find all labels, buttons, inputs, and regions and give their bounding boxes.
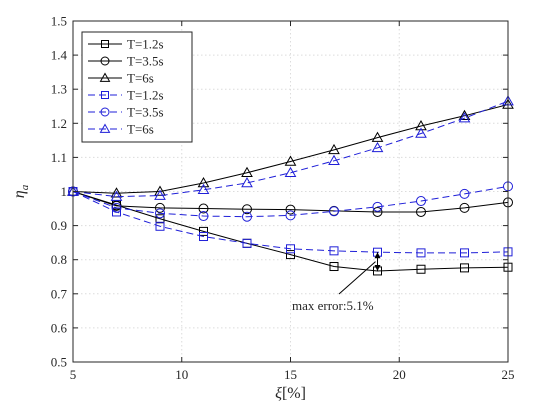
data-point-triangle bbox=[110, 190, 123, 201]
annotation-pointer bbox=[338, 261, 376, 295]
annotation-layer: max error:5.1% bbox=[292, 252, 381, 313]
x-tick-label: 20 bbox=[393, 367, 406, 382]
x-tick-label: 5 bbox=[70, 367, 77, 382]
data-point-circle bbox=[242, 204, 252, 215]
y-tick-label: 0.6 bbox=[51, 320, 68, 335]
data-point-triangle bbox=[284, 155, 297, 166]
series-line bbox=[72, 191, 509, 272]
arrowhead-down bbox=[374, 264, 381, 271]
legend-entry: T=6s bbox=[88, 122, 154, 137]
data-point-triangle bbox=[99, 72, 111, 82]
legend-entry: T=3.5s bbox=[88, 105, 164, 120]
data-point-circle bbox=[155, 208, 165, 219]
data-point-triangle bbox=[241, 166, 253, 177]
legend-box bbox=[81, 31, 193, 143]
data-point-square bbox=[416, 248, 426, 258]
series-t-1-2s-dashed bbox=[68, 187, 513, 258]
data-point-triangle bbox=[154, 185, 166, 196]
data-point-circle bbox=[198, 211, 209, 222]
data-point-triangle bbox=[371, 131, 384, 142]
y-tick-label: 1.1 bbox=[51, 150, 67, 165]
x-axis-title: ξ[%] bbox=[275, 385, 306, 402]
y-tick-label: 1 bbox=[61, 184, 68, 199]
x-tick-label: 10 bbox=[175, 367, 188, 382]
y-tick-label: 1.5 bbox=[51, 14, 67, 29]
data-point-triangle bbox=[371, 141, 384, 153]
data-point-square bbox=[101, 40, 109, 48]
series-line bbox=[72, 100, 509, 198]
data-point-triangle bbox=[328, 154, 340, 166]
arrowhead-up bbox=[374, 252, 381, 259]
y-tick-label: 1.3 bbox=[51, 82, 67, 97]
y-tick-label: 0.5 bbox=[51, 355, 67, 370]
series-line bbox=[72, 191, 509, 213]
data-point-triangle bbox=[415, 120, 427, 131]
data-point-circle bbox=[100, 56, 110, 66]
y-axis-title: ηa bbox=[11, 184, 31, 198]
y-tick-label: 1.2 bbox=[51, 116, 67, 131]
legend: T=1.2s T=3.5s T=6s T=1.2s T=3.5s T=6s bbox=[81, 31, 193, 143]
y-tick-label: 1.4 bbox=[51, 48, 68, 63]
series-line bbox=[72, 185, 509, 218]
data-point-circle bbox=[459, 188, 470, 199]
data-point-circle bbox=[459, 202, 470, 213]
data-point-circle bbox=[372, 201, 383, 212]
data-point-square bbox=[101, 91, 109, 99]
data-point-square bbox=[242, 238, 252, 248]
data-point-triangle bbox=[99, 123, 111, 133]
data-point-circle bbox=[155, 202, 165, 213]
data-point-triangle bbox=[328, 143, 340, 155]
data-point-square bbox=[329, 262, 339, 272]
data-point-circle bbox=[100, 107, 110, 117]
legend-label: T=1.2s bbox=[127, 37, 164, 52]
data-point-circle bbox=[285, 210, 296, 221]
y-tick-label: 0.8 bbox=[51, 252, 67, 267]
legend-label: T=3.5s bbox=[127, 105, 164, 120]
data-point-circle bbox=[242, 211, 252, 222]
data-point-circle bbox=[329, 206, 339, 217]
legend-label: T=3.5s bbox=[127, 54, 164, 69]
data-point-triangle bbox=[241, 176, 253, 188]
data-point-circle bbox=[285, 204, 296, 215]
data-point-square bbox=[199, 226, 208, 236]
y-tick-label: 0.9 bbox=[51, 218, 67, 233]
data-point-circle bbox=[111, 202, 122, 213]
data-point-circle bbox=[198, 203, 209, 214]
data-point-triangle bbox=[197, 176, 210, 188]
data-point-square bbox=[416, 264, 426, 274]
axis-ticks: 5 10 15 20 25 0.5 0.6 0.7 0.8 0.9 1 1.1 1.2 1.3 1.4 1.5 bbox=[51, 14, 515, 383]
legend-entry: T=1.2s bbox=[88, 88, 164, 103]
data-point-square bbox=[460, 248, 469, 258]
legend-entry: T=3.5s bbox=[88, 54, 164, 69]
legend-entry: T=6s bbox=[88, 71, 154, 86]
data-point-square bbox=[199, 232, 208, 242]
legend-label: T=6s bbox=[127, 71, 154, 86]
series-line bbox=[72, 191, 509, 254]
series-t-6s-dashed bbox=[67, 95, 514, 201]
data-point-triangle bbox=[458, 109, 471, 121]
data-point-circle bbox=[372, 206, 383, 217]
data-point-triangle bbox=[110, 187, 123, 198]
legend-entry: T=1.2s bbox=[88, 37, 164, 52]
x-tick-label: 15 bbox=[284, 367, 297, 382]
data-point-square bbox=[155, 221, 165, 231]
data-point-triangle bbox=[284, 166, 297, 177]
annotation-max-error: max error:5.1% bbox=[292, 298, 374, 313]
data-point-square bbox=[286, 250, 295, 260]
legend-label: T=6s bbox=[127, 122, 154, 137]
data-point-triangle bbox=[197, 183, 210, 195]
series-line bbox=[72, 104, 509, 194]
data-point-circle bbox=[416, 196, 426, 207]
y-tick-label: 0.7 bbox=[51, 286, 68, 301]
data-point-square bbox=[460, 263, 469, 273]
data-point-square bbox=[286, 244, 295, 254]
data-point-triangle bbox=[154, 189, 166, 200]
data-point-triangle bbox=[415, 127, 427, 138]
data-point-circle bbox=[416, 206, 426, 217]
data-point-square bbox=[329, 246, 339, 256]
x-tick-label: 25 bbox=[502, 367, 515, 382]
data-point-triangle bbox=[458, 112, 471, 123]
legend-label: T=1.2s bbox=[127, 88, 164, 103]
